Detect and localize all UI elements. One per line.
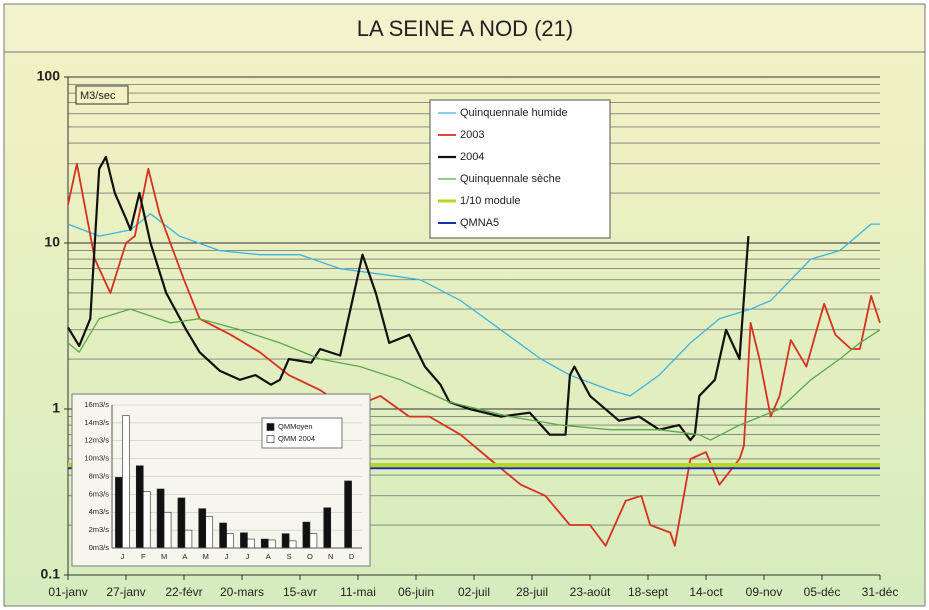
bar — [247, 538, 255, 549]
legend-label: QMNA5 — [460, 217, 499, 229]
x-tick-label: 09-nov — [746, 585, 783, 599]
bar — [184, 529, 193, 549]
y-tick-label: 12m3/s — [84, 436, 109, 445]
x-tick-label: M — [203, 552, 209, 561]
y-tick-label: 1 — [52, 400, 60, 416]
legend-label: QMM 2004 — [278, 434, 315, 443]
x-tick-label: A — [182, 552, 187, 561]
legend-swatch — [266, 423, 275, 431]
y-tick-label: 14m3/s — [84, 418, 109, 427]
series-line — [67, 213, 880, 397]
series-line — [67, 155, 750, 442]
bar — [260, 538, 269, 549]
legend-label: Quinquennale humide — [460, 107, 568, 119]
x-tick-label: 15-avr — [283, 585, 317, 599]
x-tick-label: D — [349, 552, 355, 561]
y-tick-label: 16m3/s — [84, 400, 109, 409]
y-tick-label: 0m3/s — [89, 543, 110, 552]
x-tick-label: 02-juil — [458, 585, 490, 599]
bar — [142, 491, 151, 549]
bar — [177, 497, 186, 549]
x-tick-label: 01-janv — [48, 585, 87, 599]
x-tick-label: O — [307, 552, 313, 561]
bar — [226, 533, 234, 549]
x-tick-label: 23-août — [570, 585, 611, 599]
y-tick-label: 2m3/s — [89, 525, 110, 534]
y-tick-label: 0.1 — [41, 566, 61, 582]
legend-box — [261, 417, 343, 449]
x-tick-label: A — [266, 552, 271, 561]
bar — [205, 516, 214, 549]
x-tick-label: F — [141, 552, 146, 561]
bar — [163, 511, 172, 549]
x-tick-label: 06-juin — [398, 585, 434, 599]
bar — [344, 480, 352, 549]
x-tick-label: 14-oct — [689, 585, 723, 599]
x-tick-label: J — [246, 552, 250, 561]
bar — [240, 532, 248, 549]
x-tick-label: 31-déc — [862, 585, 899, 599]
x-tick-label: 20-mars — [220, 585, 264, 599]
bar — [122, 415, 130, 549]
bar — [302, 521, 311, 549]
y-tick-label: 4m3/s — [89, 507, 110, 516]
legend-swatch — [266, 435, 275, 443]
bar — [323, 507, 332, 549]
bar — [156, 488, 165, 549]
x-tick-label: 18-sept — [628, 585, 669, 599]
bar — [267, 539, 276, 549]
x-tick-label: 28-juil — [516, 585, 548, 599]
legend-label: 2004 — [460, 151, 484, 163]
y-tick-label: 10 — [44, 234, 60, 250]
bar — [219, 522, 227, 549]
series-line — [67, 308, 881, 441]
unit-box — [75, 85, 129, 105]
chart-title: LA SEINE A NOD (21) — [357, 16, 573, 41]
y-tick-label: 6m3/s — [89, 489, 110, 498]
series-line — [67, 162, 881, 547]
bar — [198, 508, 207, 549]
x-tick-label: J — [121, 552, 125, 561]
legend-label: 1/10 module — [460, 195, 521, 207]
legend-box — [429, 99, 611, 239]
bar — [309, 533, 318, 549]
x-tick-label: 11-mai — [340, 585, 376, 599]
legend-label: 2003 — [460, 129, 484, 141]
y-tick-label: 10m3/s — [84, 454, 109, 463]
y-tick-label: 100 — [37, 68, 61, 84]
legend-label: Quinquennale sèche — [460, 173, 561, 185]
bar — [135, 465, 144, 549]
x-tick-label: S — [287, 552, 292, 561]
bar — [288, 540, 297, 549]
x-tick-label: 27-janv — [106, 585, 145, 599]
bar — [115, 477, 123, 549]
title-band — [3, 3, 926, 53]
x-tick-label: J — [225, 552, 229, 561]
x-tick-label: M — [161, 552, 167, 561]
x-tick-label: 05-déc — [804, 585, 841, 599]
x-tick-label: N — [328, 552, 333, 561]
y-unit-label: M3/sec — [80, 90, 116, 102]
x-tick-label: 22-févr — [165, 585, 202, 599]
bar — [281, 533, 290, 549]
y-tick-label: 8m3/s — [89, 471, 110, 480]
legend-label: QMMoyen — [278, 422, 313, 431]
